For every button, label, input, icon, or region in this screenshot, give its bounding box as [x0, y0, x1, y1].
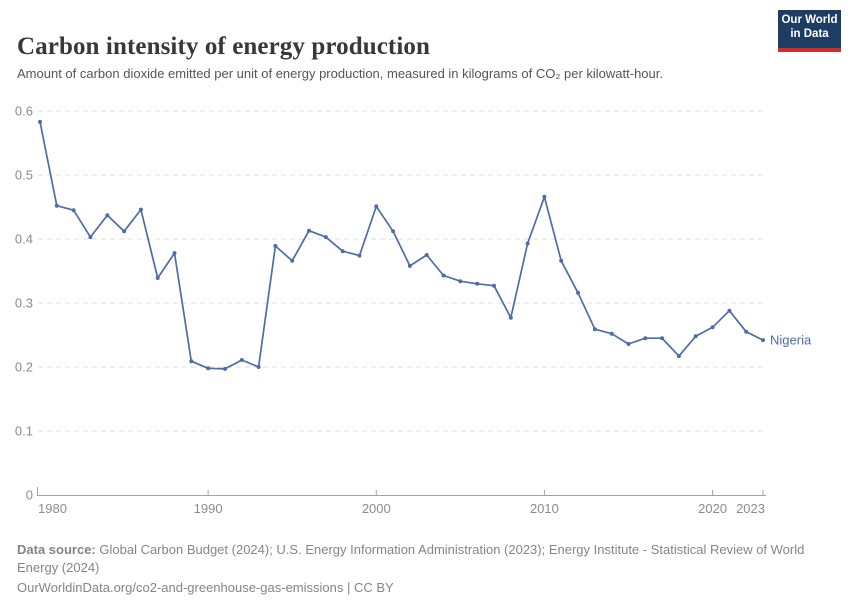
data-point[interactable] — [559, 258, 564, 263]
data-point[interactable] — [206, 366, 211, 371]
data-point[interactable] — [761, 338, 765, 343]
y-tick-label: 0.2 — [15, 360, 33, 375]
data-point[interactable] — [492, 283, 496, 288]
y-tick-label: 0.5 — [15, 168, 33, 183]
data-point[interactable] — [71, 208, 76, 213]
data-point[interactable] — [609, 331, 614, 336]
data-point[interactable] — [592, 327, 597, 332]
data-point[interactable] — [576, 290, 580, 295]
x-tick-label: 2010 — [530, 501, 559, 516]
chart-subtitle: Amount of carbon dioxide emitted per uni… — [17, 66, 663, 81]
data-point[interactable] — [273, 244, 278, 248]
data-point[interactable] — [88, 235, 93, 240]
data-source-note: Data source: Global Carbon Budget (2024)… — [17, 541, 835, 577]
y-tick-label: 0.6 — [15, 104, 33, 119]
data-point[interactable] — [239, 358, 244, 362]
line-chart-area[interactable]: 0 0.1 0.2 0.3 0.4 0.5 0.6 1980 1990 2000 2010 2020 2… — [0, 0, 850, 530]
data-point[interactable] — [323, 235, 328, 240]
data-point[interactable] — [660, 336, 665, 341]
data-point[interactable] — [105, 213, 110, 218]
x-tick-label: 2020 — [698, 501, 727, 516]
data-source-text: Global Carbon Budget (2024); U.S. Energy… — [17, 542, 805, 575]
data-point[interactable] — [626, 342, 631, 346]
data-point[interactable] — [307, 228, 311, 233]
data-point[interactable] — [693, 334, 698, 339]
page-title: Carbon intensity of energy production — [17, 32, 430, 60]
data-point[interactable] — [525, 241, 530, 246]
owid-logo-line2: in Data — [790, 27, 829, 40]
y-tick-label: 0.1 — [15, 424, 33, 439]
series-line — [39, 121, 764, 370]
data-point[interactable] — [340, 249, 345, 254]
y-tick-label: 0 — [26, 488, 33, 503]
data-point[interactable] — [508, 315, 513, 320]
data-point[interactable] — [54, 203, 59, 208]
citation-url[interactable]: OurWorldinData.org/co2-and-greenhouse-ga… — [17, 580, 394, 595]
data-point[interactable] — [256, 365, 261, 369]
data-point[interactable] — [290, 258, 295, 263]
y-tick-label: 0.3 — [15, 296, 33, 311]
x-tick-label: 2000 — [362, 501, 391, 516]
data-point[interactable] — [38, 119, 42, 124]
data-point[interactable] — [172, 251, 177, 256]
data-point[interactable] — [643, 336, 648, 341]
data-point[interactable] — [374, 204, 379, 209]
data-point[interactable] — [155, 276, 160, 280]
x-tick-label: 2023 — [736, 501, 765, 516]
data-point[interactable] — [122, 229, 127, 234]
owid-logo[interactable]: Our World in Data — [778, 10, 841, 52]
owid-logo-line1: Our World — [781, 14, 838, 26]
data-point[interactable] — [727, 308, 732, 313]
data-point[interactable] — [223, 366, 227, 371]
data-point[interactable] — [475, 281, 480, 286]
x-tick-label: 1990 — [194, 501, 223, 516]
data-point[interactable] — [744, 329, 749, 334]
series-entity-label[interactable]: Nigeria — [770, 333, 812, 348]
data-source-label: Data source: — [17, 542, 96, 557]
data-point[interactable] — [357, 253, 362, 258]
data-point[interactable] — [424, 253, 429, 257]
data-point[interactable] — [710, 325, 715, 330]
x-tick-label: 1980 — [38, 501, 67, 516]
data-point[interactable] — [458, 279, 463, 284]
data-point[interactable] — [441, 273, 446, 278]
data-point[interactable] — [542, 194, 547, 199]
data-point[interactable] — [391, 229, 396, 234]
chart-svg: 0 0.1 0.2 0.3 0.4 0.5 0.6 1980 1990 2000 2010 2020 2… — [15, 104, 812, 517]
data-point[interactable] — [189, 359, 194, 364]
data-point[interactable] — [138, 207, 143, 212]
data-point[interactable] — [676, 354, 681, 359]
y-tick-label: 0.4 — [15, 232, 33, 247]
data-point[interactable] — [407, 263, 412, 268]
